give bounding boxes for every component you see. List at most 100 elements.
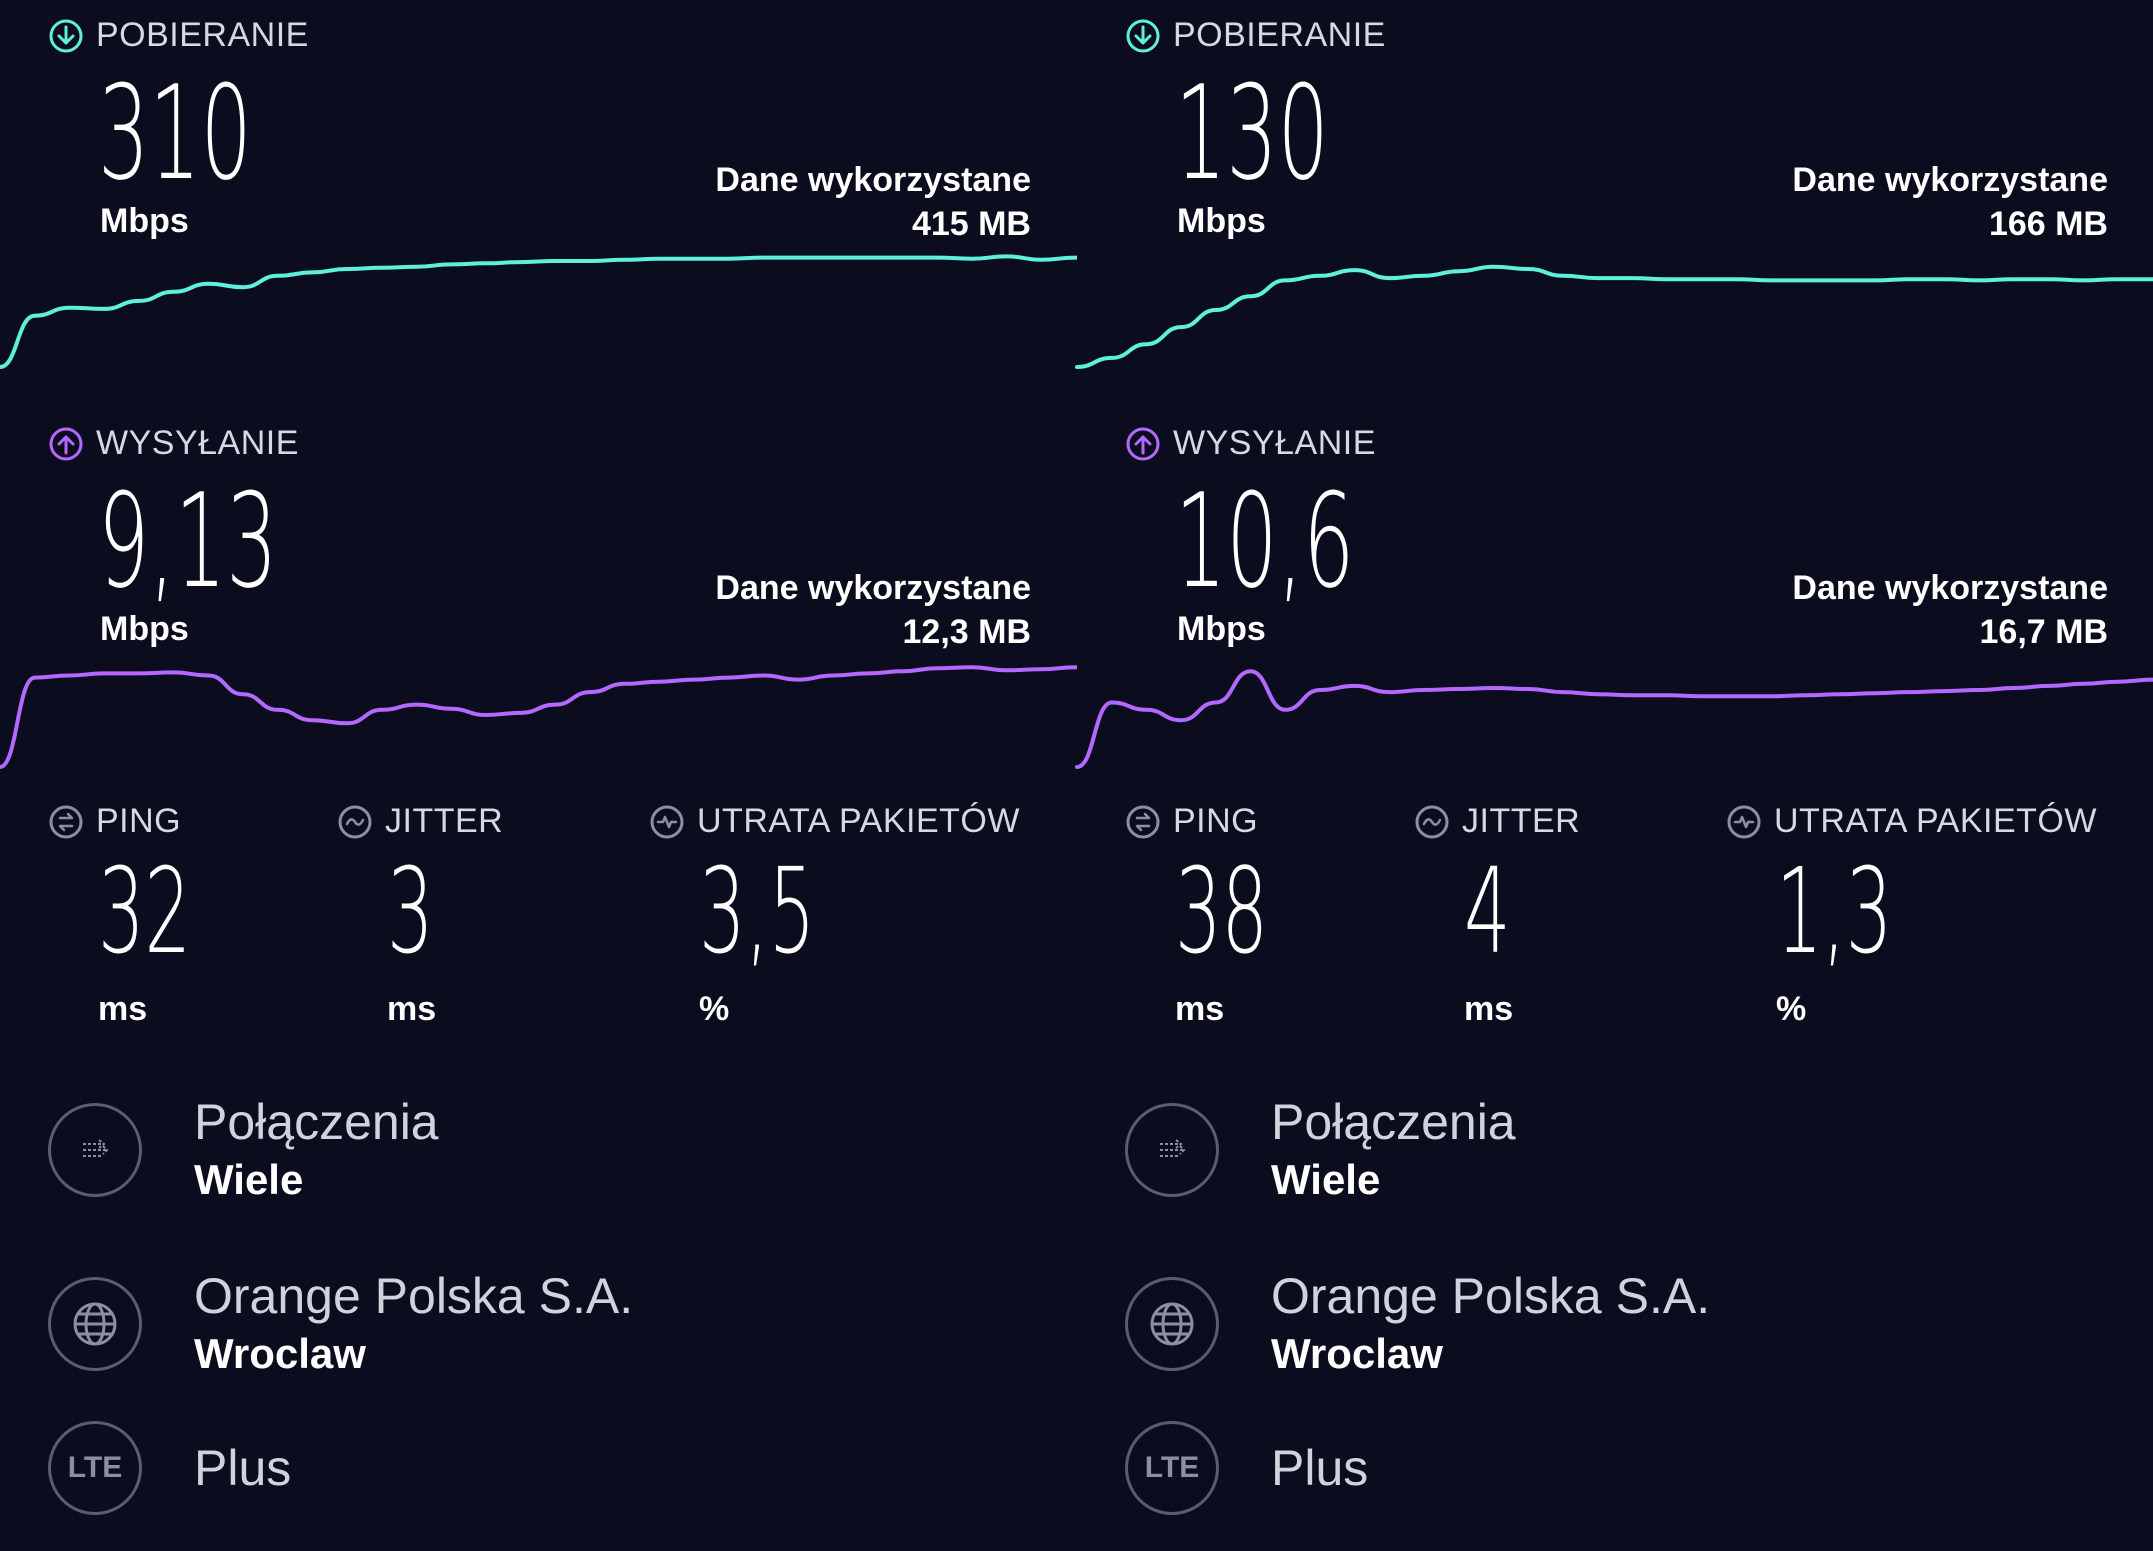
lte-icon: LTE	[48, 1421, 142, 1515]
provider-name: Orange Polska S.A.	[194, 1268, 634, 1324]
upload-label: WYSYŁANIE	[1125, 424, 1376, 463]
connections-value: Wiele	[1271, 1156, 1381, 1203]
packet-loss-icon	[1727, 805, 1761, 838]
download-arrow-icon	[1126, 19, 1160, 52]
ping-metric: PING 38 ms	[1125, 802, 1268, 1028]
ping-icon	[1126, 805, 1160, 838]
jitter-icon	[338, 805, 372, 838]
ping-value: 38	[1175, 842, 1269, 980]
download-label: POBIERANIE	[1125, 16, 1386, 55]
server-location: Wroclaw	[1271, 1330, 1443, 1377]
download-label: POBIERANIE	[48, 16, 309, 55]
ping-icon	[49, 805, 83, 838]
packet-loss-label: UTRATA PAKIETÓW	[649, 802, 1020, 841]
upload-speed-line	[0, 665, 1078, 769]
jitter-label: JITTER	[337, 802, 503, 841]
upload-data-used-value: 12,3 MB	[902, 613, 1032, 651]
upload-arrow-icon	[1126, 427, 1160, 460]
carrier-name: Plus	[194, 1440, 292, 1496]
packet-loss-unit: %	[1776, 990, 1807, 1028]
carrier-row[interactable]: LTE Plus	[1125, 1421, 1368, 1515]
connections-row[interactable]: Połączenia Wiele	[1125, 1092, 1516, 1208]
speedtest-result-panel-right: POBIERANIE 130 Mbps Dane wykorzystane 16…	[1075, 0, 2153, 1551]
ping-value: 32	[98, 842, 192, 980]
provider-row[interactable]: Orange Polska S.A. Wroclaw	[48, 1266, 633, 1382]
download-speed-graph	[0, 254, 1078, 369]
upload-label: WYSYŁANIE	[48, 424, 299, 463]
jitter-metric: JITTER 3 ms	[337, 802, 503, 1028]
download-speed-value: 130	[1175, 57, 1329, 209]
ping-label: PING	[48, 802, 181, 841]
upload-data-used-label: Dane wykorzystane	[1792, 569, 2108, 607]
packet-loss-label-text: UTRATA PAKIETÓW	[1774, 802, 2097, 840]
connections-icon	[1125, 1103, 1219, 1197]
download-label-text: POBIERANIE	[96, 16, 309, 54]
packet-loss-value: 1,3	[1776, 842, 1893, 980]
packet-loss-metric: UTRATA PAKIETÓW 3,5 %	[649, 802, 1020, 1028]
download-speed-unit: Mbps	[1177, 202, 1266, 240]
upload-speed-line	[1075, 669, 2153, 769]
download-data-used: Dane wykorzystane 166 MB	[1792, 158, 2108, 246]
upload-speed-unit: Mbps	[100, 610, 189, 648]
packet-loss-label-text: UTRATA PAKIETÓW	[697, 802, 1020, 840]
connections-title: Połączenia	[1271, 1094, 1516, 1150]
upload-data-used-value: 16,7 MB	[1979, 613, 2109, 651]
packet-loss-value: 3,5	[699, 842, 816, 980]
jitter-value: 3	[387, 842, 434, 980]
jitter-value: 4	[1464, 842, 1511, 980]
connections-title: Połączenia	[194, 1094, 439, 1150]
upload-speed-graph	[1075, 669, 2153, 769]
download-data-used: Dane wykorzystane 415 MB	[715, 158, 1031, 246]
upload-label-text: WYSYŁANIE	[96, 424, 299, 462]
jitter-label-text: JITTER	[1462, 802, 1581, 840]
jitter-label: JITTER	[1414, 802, 1580, 841]
jitter-metric: JITTER 4 ms	[1414, 802, 1580, 1028]
ping-label-text: PING	[1173, 802, 1259, 840]
jitter-label-text: JITTER	[385, 802, 504, 840]
download-data-used-label: Dane wykorzystane	[715, 161, 1031, 199]
connections-value: Wiele	[194, 1156, 304, 1203]
ping-label: PING	[1125, 802, 1258, 841]
download-speed-line	[1075, 264, 2153, 369]
connections-icon	[48, 1103, 142, 1197]
provider-name: Orange Polska S.A.	[1271, 1268, 1711, 1324]
download-speed-graph	[1075, 264, 2153, 369]
jitter-unit: ms	[1464, 990, 1514, 1028]
packet-loss-metric: UTRATA PAKIETÓW 1,3 %	[1726, 802, 2097, 1028]
upload-speed-value: 10,6	[1175, 465, 1355, 617]
speedtest-result-panel-left: POBIERANIE 310 Mbps Dane wykorzystane 41…	[0, 0, 1078, 1551]
upload-speed-graph	[0, 665, 1078, 769]
upload-data-used: Dane wykorzystane 16,7 MB	[1792, 566, 2108, 654]
download-data-used-value: 166 MB	[1988, 205, 2108, 243]
download-speed-value: 310	[98, 57, 252, 209]
packet-loss-unit: %	[699, 990, 730, 1028]
provider-row[interactable]: Orange Polska S.A. Wroclaw	[1125, 1266, 1710, 1382]
download-data-used-label: Dane wykorzystane	[1792, 161, 2108, 199]
jitter-icon	[1415, 805, 1449, 838]
ping-unit: ms	[1175, 990, 1225, 1028]
upload-arrow-icon	[49, 427, 83, 460]
ping-unit: ms	[98, 990, 148, 1028]
download-speed-unit: Mbps	[100, 202, 189, 240]
ping-metric: PING 32 ms	[48, 802, 191, 1028]
packet-loss-label: UTRATA PAKIETÓW	[1726, 802, 2097, 841]
upload-label-text: WYSYŁANIE	[1173, 424, 1376, 462]
ping-label-text: PING	[96, 802, 182, 840]
upload-data-used-label: Dane wykorzystane	[715, 569, 1031, 607]
jitter-unit: ms	[387, 990, 437, 1028]
carrier-name: Plus	[1271, 1440, 1369, 1496]
upload-speed-value: 9,13	[98, 465, 278, 617]
packet-loss-icon	[650, 805, 684, 838]
lte-icon: LTE	[1125, 1421, 1219, 1515]
connections-row[interactable]: Połączenia Wiele	[48, 1092, 439, 1208]
download-speed-line	[0, 254, 1078, 369]
server-location: Wroclaw	[194, 1330, 366, 1377]
carrier-row[interactable]: LTE Plus	[48, 1421, 291, 1515]
upload-data-used: Dane wykorzystane 12,3 MB	[715, 566, 1031, 654]
download-label-text: POBIERANIE	[1173, 16, 1386, 54]
upload-speed-unit: Mbps	[1177, 610, 1266, 648]
download-data-used-value: 415 MB	[911, 205, 1031, 243]
download-arrow-icon	[49, 19, 83, 52]
globe-icon	[1125, 1277, 1219, 1371]
globe-icon	[48, 1277, 142, 1371]
